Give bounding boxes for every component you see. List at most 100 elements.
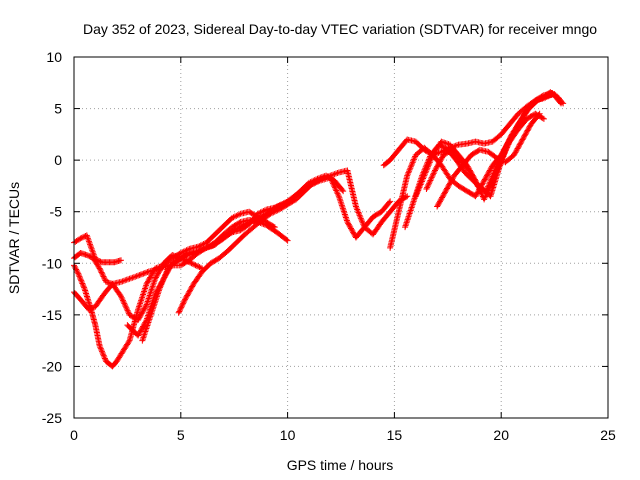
data-point xyxy=(78,234,85,241)
data-point xyxy=(437,157,444,164)
data-point xyxy=(518,137,525,144)
data-point xyxy=(140,270,147,277)
data-point xyxy=(420,174,427,181)
data-point xyxy=(444,184,451,191)
data-point xyxy=(410,157,417,164)
data-point xyxy=(520,133,527,140)
data-point xyxy=(431,168,438,175)
data-point xyxy=(404,171,411,178)
data-point xyxy=(121,301,128,308)
data-point xyxy=(160,277,167,284)
data-point xyxy=(163,269,170,276)
data-point xyxy=(229,214,236,221)
data-point xyxy=(156,268,163,275)
data-point xyxy=(513,148,520,155)
data-point xyxy=(268,210,275,217)
data-point xyxy=(87,253,94,260)
data-point xyxy=(183,252,190,259)
data-point xyxy=(425,181,432,188)
data-point xyxy=(504,139,511,146)
data-point xyxy=(140,307,147,314)
data-point xyxy=(424,183,431,190)
data-point xyxy=(85,236,92,243)
data-point xyxy=(328,172,335,179)
data-point xyxy=(454,142,461,149)
data-point xyxy=(411,154,418,161)
data-point xyxy=(523,130,530,137)
data-point xyxy=(422,169,429,176)
data-point xyxy=(445,182,452,189)
data-point xyxy=(176,308,183,315)
data-point xyxy=(88,245,95,252)
data-point xyxy=(516,142,522,149)
data-point xyxy=(136,272,143,279)
data-point xyxy=(315,177,322,184)
data-point xyxy=(95,264,102,271)
x-tick-label: 25 xyxy=(600,427,616,443)
data-point xyxy=(157,265,164,272)
data-point xyxy=(130,274,137,281)
data-point xyxy=(74,269,81,276)
data-point xyxy=(524,127,531,134)
plot-frame xyxy=(73,56,609,419)
data-point xyxy=(405,169,412,176)
data-point xyxy=(192,249,199,256)
data-point xyxy=(538,95,545,102)
data-point xyxy=(146,275,153,282)
data-point xyxy=(180,299,187,306)
data-point xyxy=(137,271,144,278)
data-point xyxy=(117,293,124,300)
data-point xyxy=(406,168,413,175)
data-point xyxy=(135,332,142,339)
data-point xyxy=(184,291,191,298)
data-point xyxy=(479,180,486,187)
data-point xyxy=(469,173,476,180)
data-point xyxy=(157,266,164,273)
data-point xyxy=(75,272,82,279)
data-point xyxy=(472,179,479,186)
data-point xyxy=(313,178,320,185)
data-point xyxy=(484,171,491,178)
data-point xyxy=(487,177,494,184)
data-point xyxy=(438,195,445,202)
data-point xyxy=(432,166,439,173)
data-point xyxy=(135,331,142,338)
data-point xyxy=(181,297,188,304)
data-point xyxy=(75,270,82,277)
data-point xyxy=(511,151,518,158)
data-point xyxy=(348,226,355,233)
data-point xyxy=(159,262,166,269)
data-point xyxy=(513,146,520,153)
data-point xyxy=(187,286,194,293)
data-point xyxy=(89,247,96,254)
data-point xyxy=(147,273,154,280)
data-point xyxy=(197,246,204,253)
data-point xyxy=(182,253,189,260)
data-point xyxy=(492,166,499,173)
data-point xyxy=(234,212,241,219)
data-point xyxy=(429,173,436,180)
data-point xyxy=(408,162,415,169)
data-point xyxy=(260,221,267,228)
data-point xyxy=(429,153,436,160)
data-point xyxy=(80,283,87,290)
data-point xyxy=(176,307,183,314)
data-point xyxy=(439,193,446,200)
data-point xyxy=(97,344,104,351)
data-point xyxy=(483,188,490,195)
data-point xyxy=(85,238,92,245)
data-point xyxy=(159,278,166,285)
data-point xyxy=(311,179,318,186)
data-point xyxy=(435,149,442,156)
data-point xyxy=(516,141,523,148)
data-point xyxy=(124,307,131,314)
data-point xyxy=(189,283,196,290)
data-point xyxy=(147,274,154,281)
data-point xyxy=(441,190,448,197)
data-point xyxy=(340,188,347,195)
y-tick-label: 0 xyxy=(54,152,62,168)
data-point xyxy=(233,212,240,219)
data-point xyxy=(188,260,195,267)
data-point xyxy=(123,306,130,313)
